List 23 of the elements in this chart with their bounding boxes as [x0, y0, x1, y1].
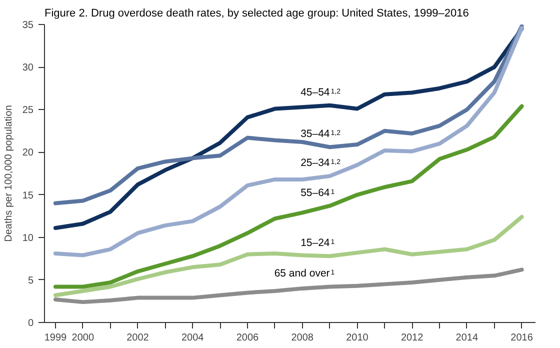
x-tick-label: 2012	[400, 332, 424, 344]
y-tick-label: 0	[28, 318, 34, 329]
y-tick-label: 25	[22, 105, 34, 116]
line-series	[53, 214, 524, 298]
y-tick-label: 30	[22, 62, 34, 74]
x-tick-label: 2014	[456, 332, 478, 344]
x-tick-label: 2016	[510, 332, 534, 344]
x-tick-label: 2010	[346, 332, 369, 344]
x-tick-label: 1999	[44, 332, 68, 344]
line-series	[53, 268, 524, 304]
x-tick-label: 2004	[182, 332, 204, 344]
y-tick-label: 15	[22, 190, 34, 202]
y-tick-label: 20	[22, 148, 34, 159]
chart-title: Figure 2. Drug overdose death rates, by selected age group: United States, 1999–2016	[44, 8, 469, 20]
line-series	[53, 104, 524, 289]
y-tick-label: 10	[22, 232, 34, 244]
y-tick-label: 35	[22, 20, 34, 31]
x-tick-label: 2006	[236, 332, 260, 344]
x-tick-label: 2000	[72, 332, 94, 344]
y-tick-label: 5	[28, 275, 34, 286]
y-axis-title: Deaths per 100,000 population	[3, 105, 14, 242]
x-tick-label: 2002	[126, 332, 150, 344]
x-tick-label: 2008	[291, 332, 314, 344]
